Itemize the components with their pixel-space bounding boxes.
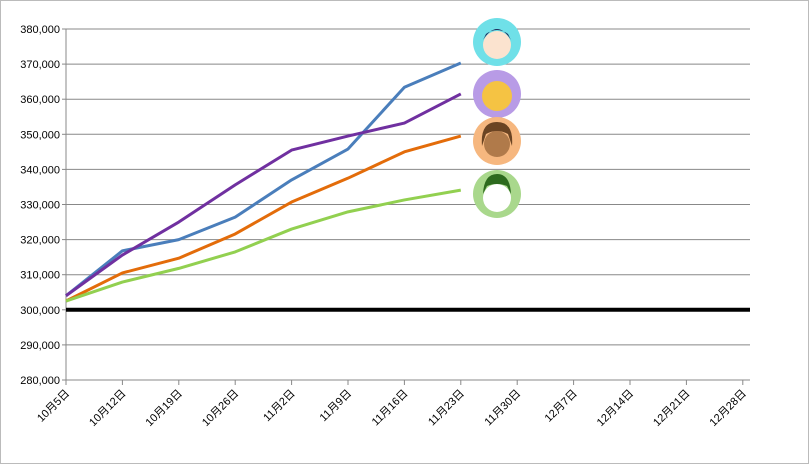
y-tick-label: 300,000	[20, 305, 60, 317]
avatar-hair	[481, 122, 513, 146]
avatar-face	[482, 81, 512, 111]
y-tick-label: 290,000	[20, 340, 60, 352]
y-tick-label: 310,000	[20, 270, 60, 282]
series-line	[65, 134, 462, 303]
y-tick-label: 360,000	[20, 94, 60, 106]
y-tick-label: 370,000	[20, 59, 60, 71]
avatar-hair	[483, 29, 511, 40]
series-line	[65, 92, 462, 297]
avatar-hair	[483, 174, 511, 194]
avatar-face	[484, 131, 510, 157]
avatar-face	[483, 184, 511, 212]
y-tick-label: 280,000	[20, 375, 60, 387]
avatar-face	[483, 31, 511, 59]
y-tick-label: 340,000	[20, 164, 60, 176]
series-line	[65, 188, 462, 303]
y-tick-label: 320,000	[20, 235, 60, 247]
y-tick-label: 330,000	[20, 200, 60, 212]
y-tick-label: 380,000	[20, 24, 60, 36]
avatars	[473, 18, 521, 218]
y-tick-label: 350,000	[20, 129, 60, 141]
